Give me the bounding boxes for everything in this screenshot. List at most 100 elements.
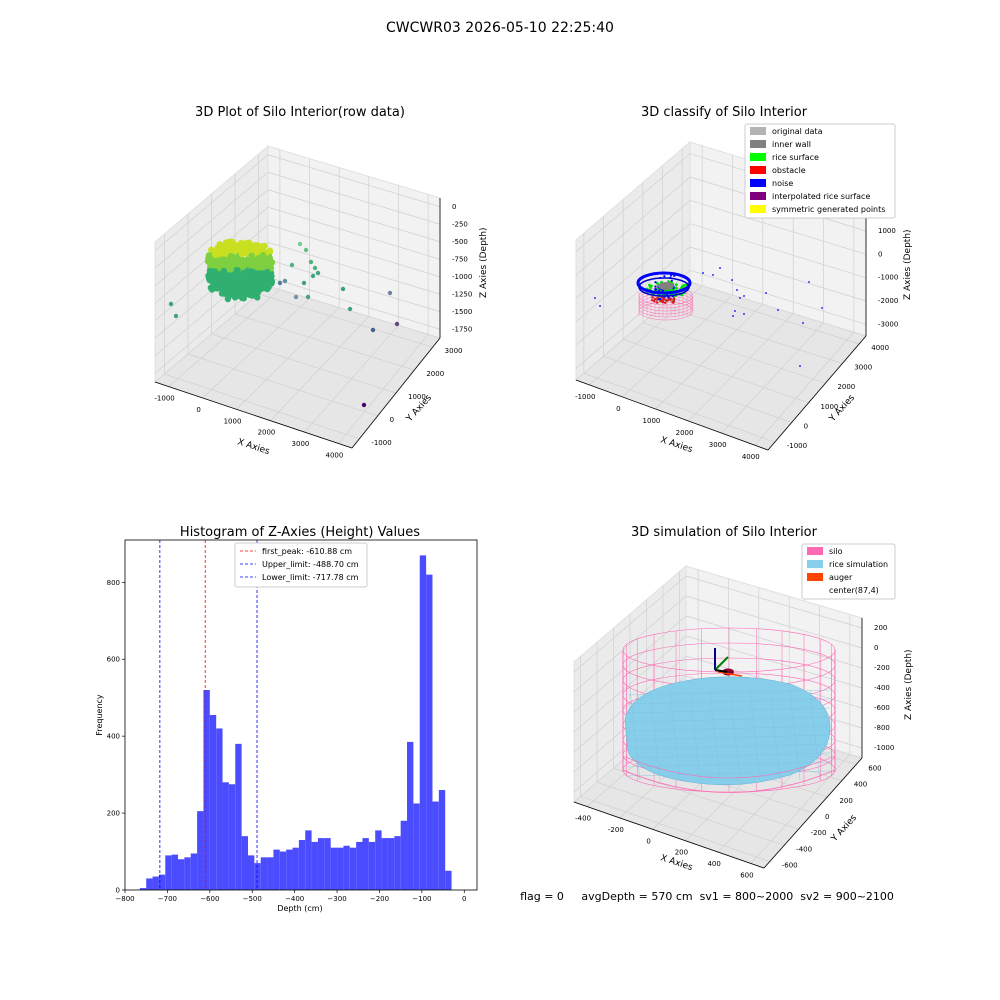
hist-bar — [337, 847, 344, 890]
hist-bar — [203, 690, 210, 890]
obstacle-point — [651, 299, 654, 302]
hist-bar — [273, 849, 280, 890]
obstacle-point — [653, 298, 657, 301]
legend-swatch — [807, 547, 823, 555]
raw-point — [225, 257, 232, 264]
hist-y-tick-label: 200 — [107, 810, 120, 818]
raw-outlier-point — [289, 262, 295, 268]
raw-point — [242, 283, 249, 291]
y-tick-label: -600 — [782, 862, 798, 870]
x-gridline — [721, 322, 824, 434]
x-gridline — [688, 313, 794, 422]
z-gridline-side — [575, 176, 691, 276]
noise-point — [808, 281, 810, 283]
z-tick-label: 200 — [874, 624, 887, 632]
noise-point — [712, 274, 714, 276]
rice-surface-point — [648, 283, 651, 287]
raw3d-title: 3D Plot of Silo Interior(row data) — [195, 105, 405, 120]
raw3d-xlabel: X Axies — [236, 437, 271, 457]
raw-point — [257, 244, 264, 251]
noise-point — [743, 295, 745, 297]
obstacle-point — [655, 301, 658, 304]
y-axis-line — [763, 757, 863, 869]
hist-ylabel: Frequency — [95, 694, 104, 736]
x-tick-label: 2000 — [258, 429, 276, 437]
y-gridline — [234, 313, 415, 371]
obstacle-point — [669, 298, 672, 302]
rice-mesh-line — [689, 689, 701, 781]
hist-bar — [292, 847, 299, 890]
legend-box — [801, 543, 896, 600]
y-gridline — [603, 356, 792, 423]
legend-label: auger — [829, 573, 853, 582]
sim3d-zlabel: Z Axies (Depth) — [904, 649, 914, 720]
legend-label: Upper_limit: -488.70 cm — [262, 560, 359, 569]
raw-point — [206, 253, 213, 260]
sim3d-ylabel: Y Axies — [829, 813, 859, 845]
noise-point — [669, 276, 672, 279]
raw-point — [251, 282, 258, 289]
raw-outlier-point — [173, 313, 179, 319]
y-gridline — [187, 353, 378, 417]
legend-swatch — [750, 140, 766, 148]
x-tick-label: 1000 — [224, 417, 242, 425]
obstacle-point — [653, 300, 656, 303]
hist-bar — [330, 847, 338, 890]
x-tick-label: 3000 — [709, 441, 727, 449]
raw-outlier-point — [387, 290, 393, 296]
raw-point — [224, 289, 231, 296]
z-tick-label: 0 — [874, 644, 878, 652]
legend-swatch — [750, 192, 766, 200]
rice-mesh-line — [627, 743, 831, 750]
z-tick-label: -1750 — [452, 325, 472, 333]
noise-point — [663, 275, 666, 278]
legend-swatch — [750, 179, 766, 187]
y-tick-label: 2000 — [837, 383, 855, 391]
y-tick-label: 3000 — [854, 364, 872, 372]
raw-point — [227, 252, 235, 260]
y-tick-label: 1000 — [408, 393, 426, 401]
y-gridline — [580, 796, 770, 862]
raw-outlier-point — [301, 280, 307, 286]
y-gridline — [662, 305, 843, 364]
rice-mesh-line — [627, 725, 831, 732]
hist-bar — [197, 811, 204, 890]
rice-mesh-line — [729, 689, 741, 781]
z-gridline — [267, 206, 441, 260]
x-axis-line — [573, 801, 765, 869]
raw-point — [245, 278, 252, 285]
y-tick-label: -200 — [811, 829, 827, 837]
legend-label: noise — [772, 179, 793, 188]
hist-bar — [184, 857, 191, 890]
z-gridline — [267, 259, 441, 313]
hist-bar — [209, 715, 217, 890]
z-gridline — [267, 171, 441, 225]
z-gridline — [685, 575, 863, 629]
sim-legend: silo rice simulation auger center(87,4) — [801, 543, 896, 600]
z-tick-label: -250 — [452, 220, 468, 228]
classify3d-title: 3D classify of Silo Interior — [641, 105, 808, 120]
hist-x-tick-label: −600 — [200, 895, 219, 903]
y-tick-label: 0 — [825, 813, 829, 821]
legend-label: rice surface — [772, 153, 819, 162]
raw-point — [213, 282, 220, 290]
noise-point — [666, 293, 669, 296]
raw-point — [240, 273, 248, 280]
rice-mesh-line — [649, 689, 661, 781]
hist-x-tick-label: 0 — [462, 895, 466, 903]
raw-point — [218, 290, 226, 297]
noise-point — [736, 289, 738, 291]
noise-point — [671, 295, 674, 298]
x-gridline — [655, 304, 764, 410]
y-gridline — [164, 373, 360, 440]
legend-label: obstacle — [772, 166, 806, 175]
noise-point — [659, 297, 662, 300]
legend-swatch — [750, 205, 766, 213]
raw-outlier-point — [303, 247, 309, 253]
raw-point — [265, 255, 273, 262]
raw-point — [211, 262, 218, 269]
obstacle-point — [660, 299, 663, 302]
raw-outlier-point — [297, 241, 303, 247]
silo-front-ring — [622, 769, 836, 793]
raw-outlier-point — [310, 273, 316, 279]
